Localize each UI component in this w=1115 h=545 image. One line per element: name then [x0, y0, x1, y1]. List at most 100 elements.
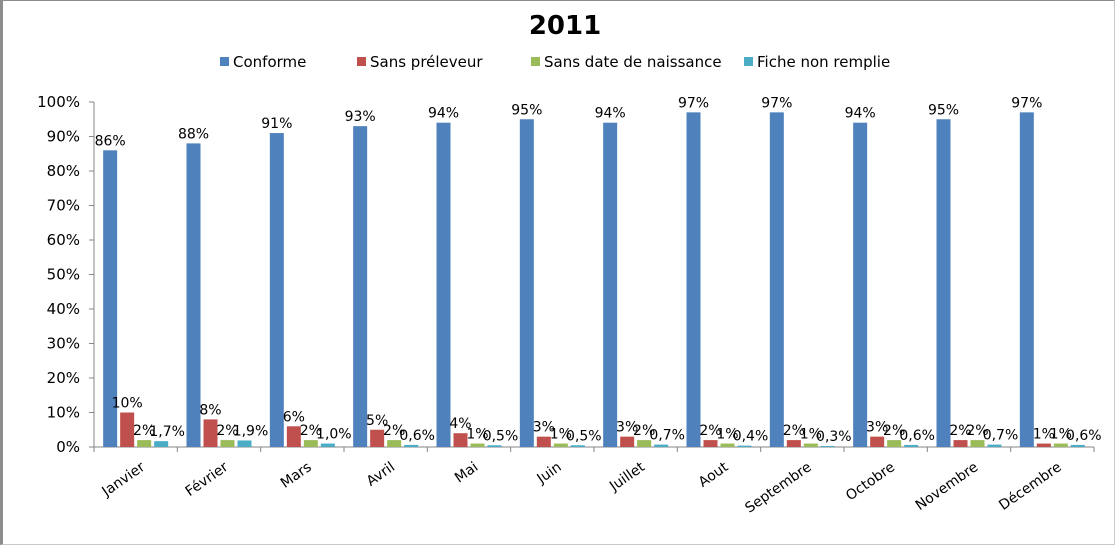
x-tick-label-decembre: Décembre	[996, 459, 1064, 514]
data-labels: 86%10%2%1,7%88%8%2%1,9%91%6%2%1,0%93%5%2…	[95, 95, 1102, 445]
bar-sans-date-de-naissance-janvier	[137, 440, 152, 447]
bar-sans-date-de-naissance-avril	[387, 440, 402, 447]
legend: Conforme Sans préleveur Sans date de naiss…	[220, 53, 890, 71]
bar-sans-date-de-naissance-octobre	[887, 440, 902, 447]
data-label-sans-date-de-naissance-octobre: 2%	[883, 423, 905, 439]
data-label-conforme-fevrier: 88%	[178, 126, 209, 142]
data-label-sans-preleveur-mars: 6%	[283, 409, 305, 425]
data-label-fiche-non-remplie-aout: 0,4%	[733, 429, 769, 445]
data-label-sans-preleveur-decembre: 1%	[1033, 427, 1055, 443]
data-label-sans-date-de-naissance-fevrier: 2%	[216, 423, 238, 439]
data-label-sans-date-de-naissance-mai: 1%	[466, 427, 488, 443]
data-label-conforme-octobre: 94%	[845, 106, 876, 122]
data-label-fiche-non-remplie-juillet: 0,7%	[649, 428, 685, 444]
bar-fiche-non-remplie-juillet	[654, 444, 669, 447]
bar-conforme-janvier	[103, 150, 118, 448]
bar-conforme-novembre	[936, 119, 951, 447]
data-label-fiche-non-remplie-fevrier: 1,9%	[233, 423, 269, 439]
legend-swatch-sans-date-de-naissance	[531, 57, 540, 66]
bar-fiche-non-remplie-mai	[487, 445, 502, 447]
y-tick-label: 10%	[47, 404, 80, 422]
bar-sans-preleveur-mars	[286, 426, 301, 447]
data-label-sans-preleveur-novembre: 2%	[949, 423, 971, 439]
data-label-sans-date-de-naissance-janvier: 2%	[133, 423, 155, 439]
bar-conforme-juin	[519, 119, 534, 447]
bar-sans-date-de-naissance-mai	[470, 443, 485, 447]
legend-label-sans-date-de-naissance: Sans date de naissance	[544, 53, 722, 71]
bar-fiche-non-remplie-decembre	[1070, 444, 1085, 447]
bar-sans-date-de-naissance-decembre	[1053, 443, 1068, 447]
data-label-sans-date-de-naissance-septembre: 1%	[800, 427, 822, 443]
data-label-sans-preleveur-mai: 4%	[449, 416, 471, 432]
bar-conforme-juillet	[603, 122, 618, 447]
data-label-sans-date-de-naissance-aout: 1%	[716, 427, 738, 443]
data-label-sans-preleveur-avril: 5%	[366, 413, 388, 429]
data-label-fiche-non-remplie-octobre: 0,6%	[899, 428, 935, 444]
data-label-sans-date-de-naissance-decembre: 1%	[1050, 427, 1072, 443]
bar-fiche-non-remplie-mars	[320, 443, 335, 447]
bar-sans-date-de-naissance-novembre	[970, 440, 985, 447]
bar-conforme-fevrier	[186, 143, 201, 447]
bar-sans-preleveur-septembre	[786, 440, 801, 447]
data-label-conforme-decembre: 97%	[1011, 95, 1042, 111]
data-label-conforme-septembre: 97%	[761, 95, 792, 111]
bar-fiche-non-remplie-octobre	[904, 444, 919, 447]
legend-label-fiche-non-remplie: Fiche non remplie	[757, 53, 890, 71]
bar-fiche-non-remplie-aout	[737, 445, 752, 447]
bar-conforme-aout	[686, 112, 701, 447]
legend-swatch-fiche-non-remplie	[744, 57, 753, 66]
bar-sans-date-de-naissance-juillet	[637, 440, 652, 447]
data-label-sans-preleveur-fevrier: 8%	[199, 402, 221, 418]
y-tick-label: 0%	[56, 438, 80, 456]
y-tick-label: 20%	[47, 369, 80, 387]
data-label-sans-preleveur-juin: 3%	[533, 420, 555, 436]
data-label-conforme-janvier: 86%	[95, 133, 126, 149]
data-label-conforme-juin: 95%	[511, 102, 542, 118]
y-tick-label: 60%	[47, 231, 80, 249]
legend-swatch-conforme	[220, 57, 229, 66]
data-label-sans-preleveur-janvier: 10%	[112, 396, 143, 412]
y-tick-label: 30%	[47, 335, 80, 353]
y-tick-label: 50%	[47, 266, 80, 284]
x-tick-label-octobre: Octobre	[843, 459, 898, 504]
x-tick-label-juin: Juin	[534, 459, 565, 487]
data-label-sans-preleveur-juillet: 3%	[616, 420, 638, 436]
x-tick-label-mars: Mars	[278, 459, 315, 491]
data-label-sans-date-de-naissance-novembre: 2%	[966, 423, 988, 439]
data-label-sans-date-de-naissance-juin: 1%	[550, 427, 572, 443]
bar-sans-date-de-naissance-septembre	[803, 443, 818, 447]
x-tick-label-aout: Aout	[696, 459, 732, 491]
data-label-conforme-mars: 91%	[261, 116, 292, 132]
data-label-fiche-non-remplie-janvier: 1,7%	[149, 424, 185, 440]
data-label-sans-date-de-naissance-mars: 2%	[300, 423, 322, 439]
data-label-fiche-non-remplie-avril: 0,6%	[399, 428, 435, 444]
bar-sans-date-de-naissance-juin	[553, 443, 568, 447]
data-label-sans-date-de-naissance-juillet: 2%	[633, 423, 655, 439]
x-tick-label-novembre: Novembre	[913, 459, 982, 514]
bar-sans-preleveur-juin	[536, 436, 551, 447]
bars	[103, 112, 1085, 448]
x-tick-label-fevrier: Février	[183, 459, 232, 500]
bar-conforme-mars	[269, 133, 284, 448]
bar-sans-preleveur-decembre	[1036, 443, 1051, 447]
bar-conforme-decembre	[1019, 112, 1034, 447]
chart-title: 2011	[529, 11, 601, 41]
data-label-fiche-non-remplie-mai: 0,5%	[483, 428, 519, 444]
bar-sans-date-de-naissance-aout	[720, 443, 735, 447]
data-label-fiche-non-remplie-juin: 0,5%	[566, 428, 602, 444]
bar-conforme-septembre	[769, 112, 784, 447]
bar-sans-preleveur-fevrier	[203, 419, 218, 447]
x-tick-label-mai: Mai	[452, 459, 481, 486]
data-label-sans-preleveur-aout: 2%	[699, 423, 721, 439]
data-label-fiche-non-remplie-septembre: 0,3%	[816, 429, 852, 445]
y-tick-label: 90%	[47, 128, 80, 146]
bar-sans-date-de-naissance-mars	[303, 440, 318, 447]
bar-fiche-non-remplie-septembre	[820, 445, 835, 447]
bar-sans-preleveur-octobre	[870, 436, 885, 447]
data-label-conforme-juillet: 94%	[595, 106, 626, 122]
data-label-conforme-mai: 94%	[428, 106, 459, 122]
y-tick-label: 100%	[37, 93, 80, 111]
y-tick-label: 40%	[47, 300, 80, 318]
data-label-fiche-non-remplie-novembre: 0,7%	[983, 428, 1019, 444]
x-tick-label-juillet: Juillet	[606, 459, 648, 495]
